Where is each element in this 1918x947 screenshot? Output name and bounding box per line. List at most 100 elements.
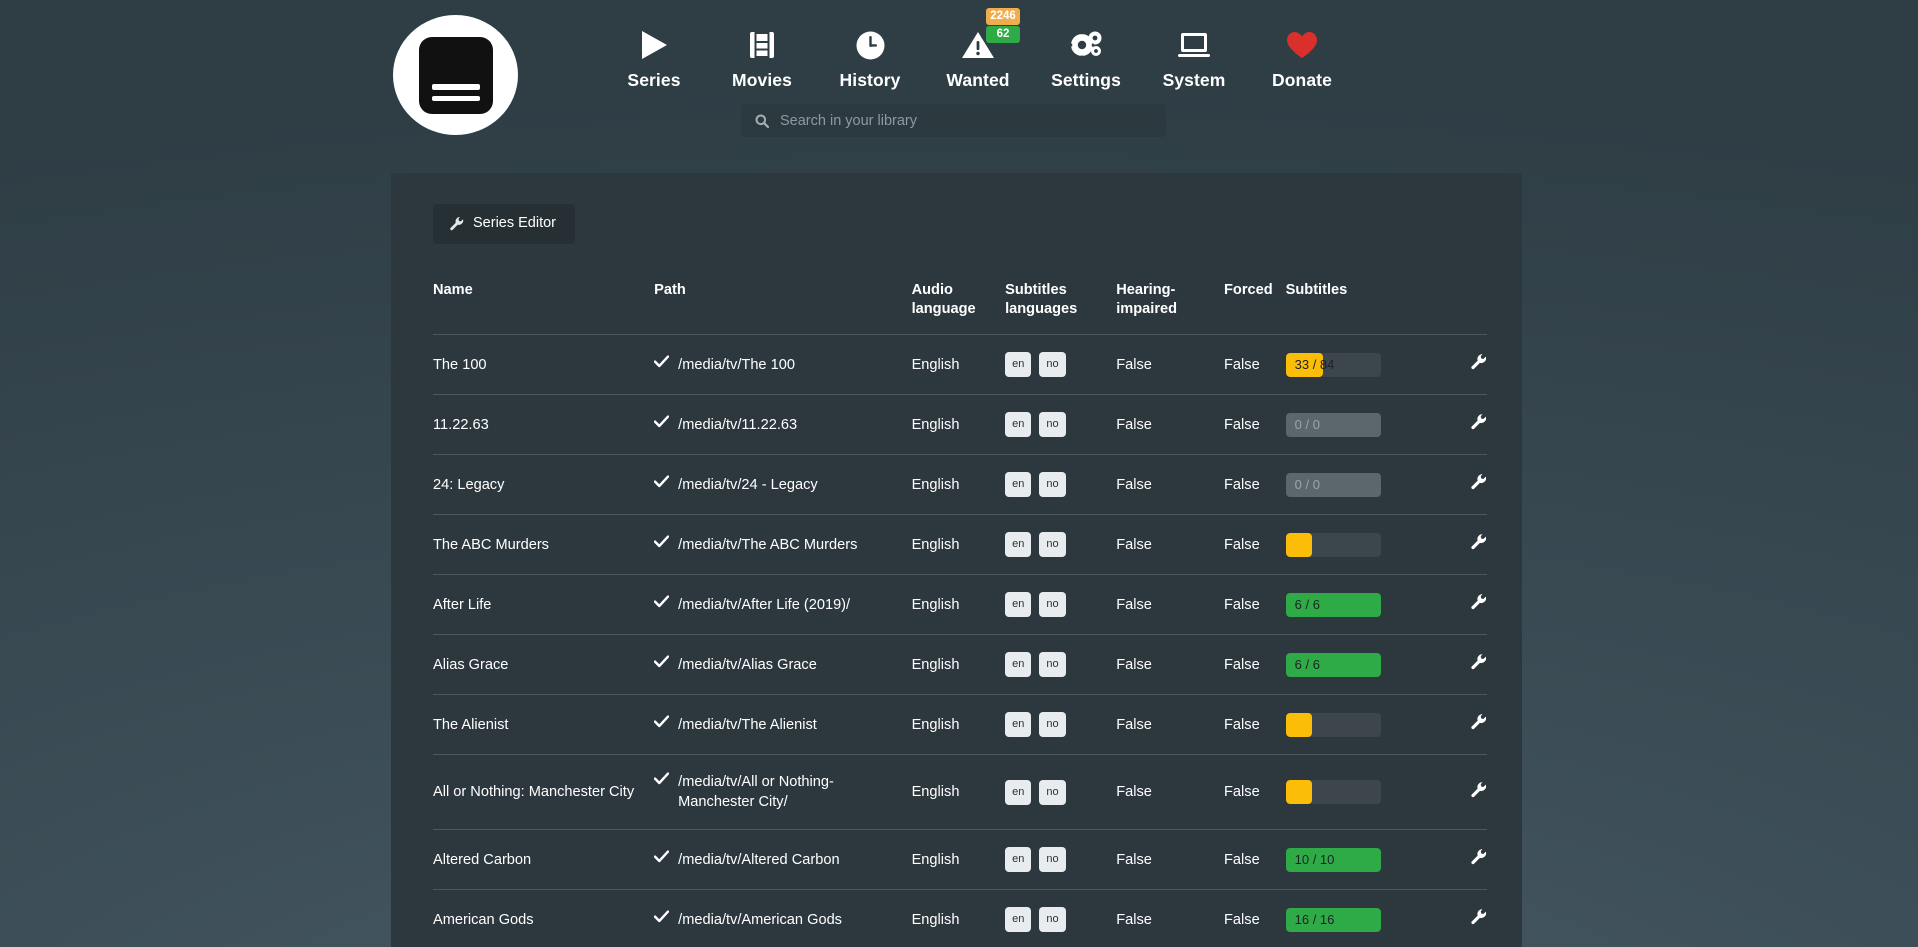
- language-badge[interactable]: en: [1005, 592, 1032, 617]
- content-panel: Series Editor Name Path Audio language S…: [391, 173, 1522, 947]
- language-badge[interactable]: en: [1005, 652, 1032, 677]
- cell-path: /media/tv/The Alienist: [654, 694, 912, 755]
- language-badge[interactable]: no: [1039, 652, 1066, 677]
- cell-subtitles-languages: en no: [1005, 694, 1117, 755]
- language-badge[interactable]: no: [1039, 352, 1066, 377]
- row-edit-wrench-button[interactable]: [1470, 781, 1487, 798]
- column-header-hearing-impaired[interactable]: Hearing-impaired: [1116, 282, 1178, 317]
- table-row[interactable]: 11.22.63/media/tv/11.22.63 English en no Fal…: [433, 394, 1487, 455]
- cell-forced: False: [1224, 574, 1286, 635]
- row-edit-wrench-button[interactable]: [1470, 593, 1487, 610]
- language-badge[interactable]: no: [1039, 847, 1066, 872]
- row-edit-wrench-button[interactable]: [1470, 533, 1487, 550]
- language-badge[interactable]: en: [1005, 472, 1032, 497]
- language-badge[interactable]: en: [1005, 847, 1032, 872]
- language-badge[interactable]: en: [1005, 779, 1032, 805]
- cell-series-name[interactable]: After Life: [433, 574, 655, 635]
- cell-path: /media/tv/American Gods: [654, 889, 912, 947]
- nav-label-series: Series: [627, 70, 681, 90]
- table-row[interactable]: The ABC Murders/media/tv/The ABC Murders…: [433, 514, 1487, 575]
- nav-item-system[interactable]: System: [1140, 18, 1248, 90]
- cell-subtitles-languages: en no: [1005, 754, 1117, 830]
- cell-series-name[interactable]: The 100: [433, 334, 655, 395]
- series-editor-button[interactable]: Series Editor: [433, 204, 576, 244]
- row-edit-wrench-button[interactable]: [1470, 713, 1487, 730]
- row-edit-wrench-button[interactable]: [1470, 908, 1487, 925]
- language-badge[interactable]: no: [1039, 712, 1066, 737]
- cell-subtitles-progress: 16 / 16: [1285, 889, 1427, 947]
- cell-actions: [1426, 889, 1487, 947]
- table-row[interactable]: Altered Carbon/media/tv/Altered Carbon En…: [433, 829, 1487, 890]
- column-header-path[interactable]: Path: [654, 282, 686, 298]
- cell-forced: False: [1224, 829, 1286, 890]
- column-header-audio-language[interactable]: Audio language: [911, 282, 976, 317]
- nav-item-movies[interactable]: Movies: [708, 18, 816, 90]
- language-badge[interactable]: en: [1005, 907, 1032, 932]
- table-header: Name Path Audio language Subtitles langu…: [433, 281, 1487, 335]
- table-row[interactable]: The Alienist/media/tv/The Alienist Englis…: [433, 694, 1487, 755]
- cell-actions: [1426, 574, 1487, 635]
- column-header-name[interactable]: Name: [433, 282, 473, 298]
- nav-item-series[interactable]: Series: [600, 18, 708, 90]
- gears-icon: [1068, 24, 1104, 66]
- cell-subtitles-progress: 0 / 0: [1285, 454, 1427, 515]
- search-input[interactable]: [780, 112, 1152, 129]
- row-edit-wrench-button[interactable]: [1470, 353, 1487, 370]
- bazarr-logo-icon[interactable]: [393, 15, 518, 135]
- cell-series-name[interactable]: The ABC Murders: [433, 514, 655, 575]
- cell-actions: [1426, 334, 1487, 395]
- cell-series-name[interactable]: Alias Grace: [433, 634, 655, 695]
- path-text: /media/tv/The Alienist: [678, 716, 817, 733]
- subtitles-progress-bar: [1285, 712, 1381, 737]
- monitor-icon: [1177, 24, 1211, 66]
- cell-audio-language: English: [911, 574, 1006, 635]
- search-bar[interactable]: [741, 104, 1166, 137]
- table-row[interactable]: Alias Grace/media/tv/Alias Grace English e…: [433, 634, 1487, 695]
- main-navigation: Series Movies: [600, 8, 1356, 90]
- wrench-icon: [1470, 413, 1487, 430]
- language-badge[interactable]: no: [1039, 779, 1066, 805]
- language-badge[interactable]: en: [1005, 412, 1032, 437]
- nav-item-wanted[interactable]: 2246 62 Wanted: [924, 8, 1032, 90]
- table-row[interactable]: 24: Legacy/media/tv/24 - Legacy English en…: [433, 454, 1487, 515]
- table-row[interactable]: American Gods/media/tv/American Gods Engl…: [433, 889, 1487, 947]
- table-row[interactable]: After Life/media/tv/After Life (2019)/ En…: [433, 574, 1487, 635]
- row-edit-wrench-button[interactable]: [1470, 653, 1487, 670]
- wrench-icon: [1470, 848, 1487, 865]
- nav-item-settings[interactable]: Settings: [1032, 18, 1140, 90]
- column-header-subtitles[interactable]: Subtitles: [1285, 282, 1348, 298]
- logo-bar-top: [431, 83, 480, 90]
- nav-item-donate[interactable]: Donate: [1248, 18, 1356, 90]
- cell-series-name[interactable]: 24: Legacy: [433, 454, 655, 515]
- column-header-forced[interactable]: Forced: [1224, 282, 1273, 298]
- row-edit-wrench-button[interactable]: [1470, 848, 1487, 865]
- cell-series-name[interactable]: 11.22.63: [433, 394, 655, 455]
- language-badge[interactable]: en: [1005, 532, 1032, 557]
- nav-item-history[interactable]: History: [816, 18, 924, 90]
- language-badge[interactable]: no: [1039, 472, 1066, 497]
- path-exists-check-icon: [654, 594, 670, 608]
- cell-series-name[interactable]: American Gods: [433, 889, 655, 947]
- language-badge[interactable]: no: [1039, 532, 1066, 557]
- cell-hearing-impaired: False: [1116, 694, 1225, 755]
- table-row[interactable]: The 100/media/tv/The 100 English en no False…: [433, 334, 1487, 395]
- language-badge[interactable]: en: [1005, 712, 1032, 737]
- cell-subtitles-languages: en no: [1005, 454, 1117, 515]
- heart-icon: [1285, 24, 1319, 66]
- play-icon: [639, 24, 669, 66]
- row-edit-wrench-button[interactable]: [1470, 413, 1487, 430]
- cell-series-name[interactable]: The Alienist: [433, 694, 655, 755]
- cell-actions: [1426, 454, 1487, 515]
- language-badge[interactable]: en: [1005, 352, 1032, 377]
- cell-audio-language: English: [911, 694, 1006, 755]
- language-badge[interactable]: no: [1039, 412, 1066, 437]
- language-badge[interactable]: no: [1039, 907, 1066, 932]
- cell-audio-language: English: [911, 829, 1006, 890]
- column-header-subtitles-languages[interactable]: Subtitles languages: [1005, 282, 1078, 317]
- language-badge[interactable]: no: [1039, 592, 1066, 617]
- row-edit-wrench-button[interactable]: [1470, 473, 1487, 490]
- cell-series-name[interactable]: All or Nothing: Manchester City: [433, 754, 655, 830]
- table-row[interactable]: All or Nothing: Manchester City/media/tv…: [433, 754, 1487, 830]
- path-text: /media/tv/The ABC Murders: [678, 536, 858, 553]
- cell-series-name[interactable]: Altered Carbon: [433, 829, 655, 890]
